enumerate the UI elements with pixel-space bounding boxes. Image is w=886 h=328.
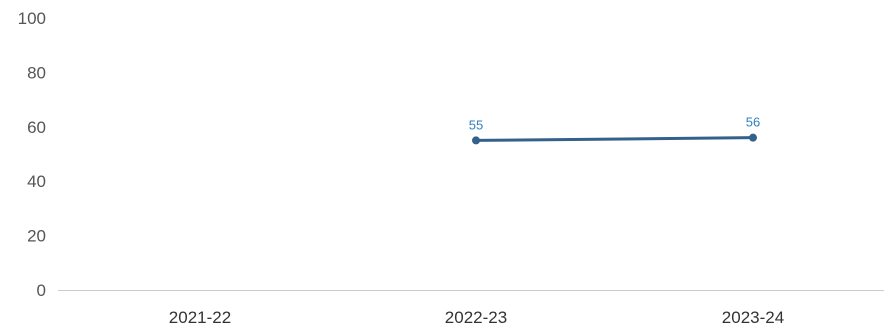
data-label: 56: [746, 115, 760, 130]
series-line: [474, 136, 755, 142]
y-tick-label: 60: [27, 118, 46, 137]
y-axis-tick-labels: 0 20 40 60 80 100: [18, 9, 46, 300]
y-tick-label: 0: [37, 281, 46, 300]
y-tick-label: 100: [18, 9, 46, 28]
data-point[interactable]: [472, 136, 480, 145]
y-tick-label: 40: [27, 172, 46, 191]
series-layer: 55 56: [469, 115, 760, 145]
data-label: 55: [469, 117, 483, 132]
data-point[interactable]: [749, 133, 757, 142]
x-tick-label: 2022-23: [445, 308, 507, 327]
y-tick-label: 80: [27, 63, 46, 82]
y-tick-label: 20: [27, 227, 46, 246]
x-tick-label: 2021-22: [169, 308, 231, 327]
x-axis-tick-labels: 2021-22 2022-23 2023-24: [169, 308, 784, 327]
x-tick-label: 2023-24: [722, 308, 784, 327]
